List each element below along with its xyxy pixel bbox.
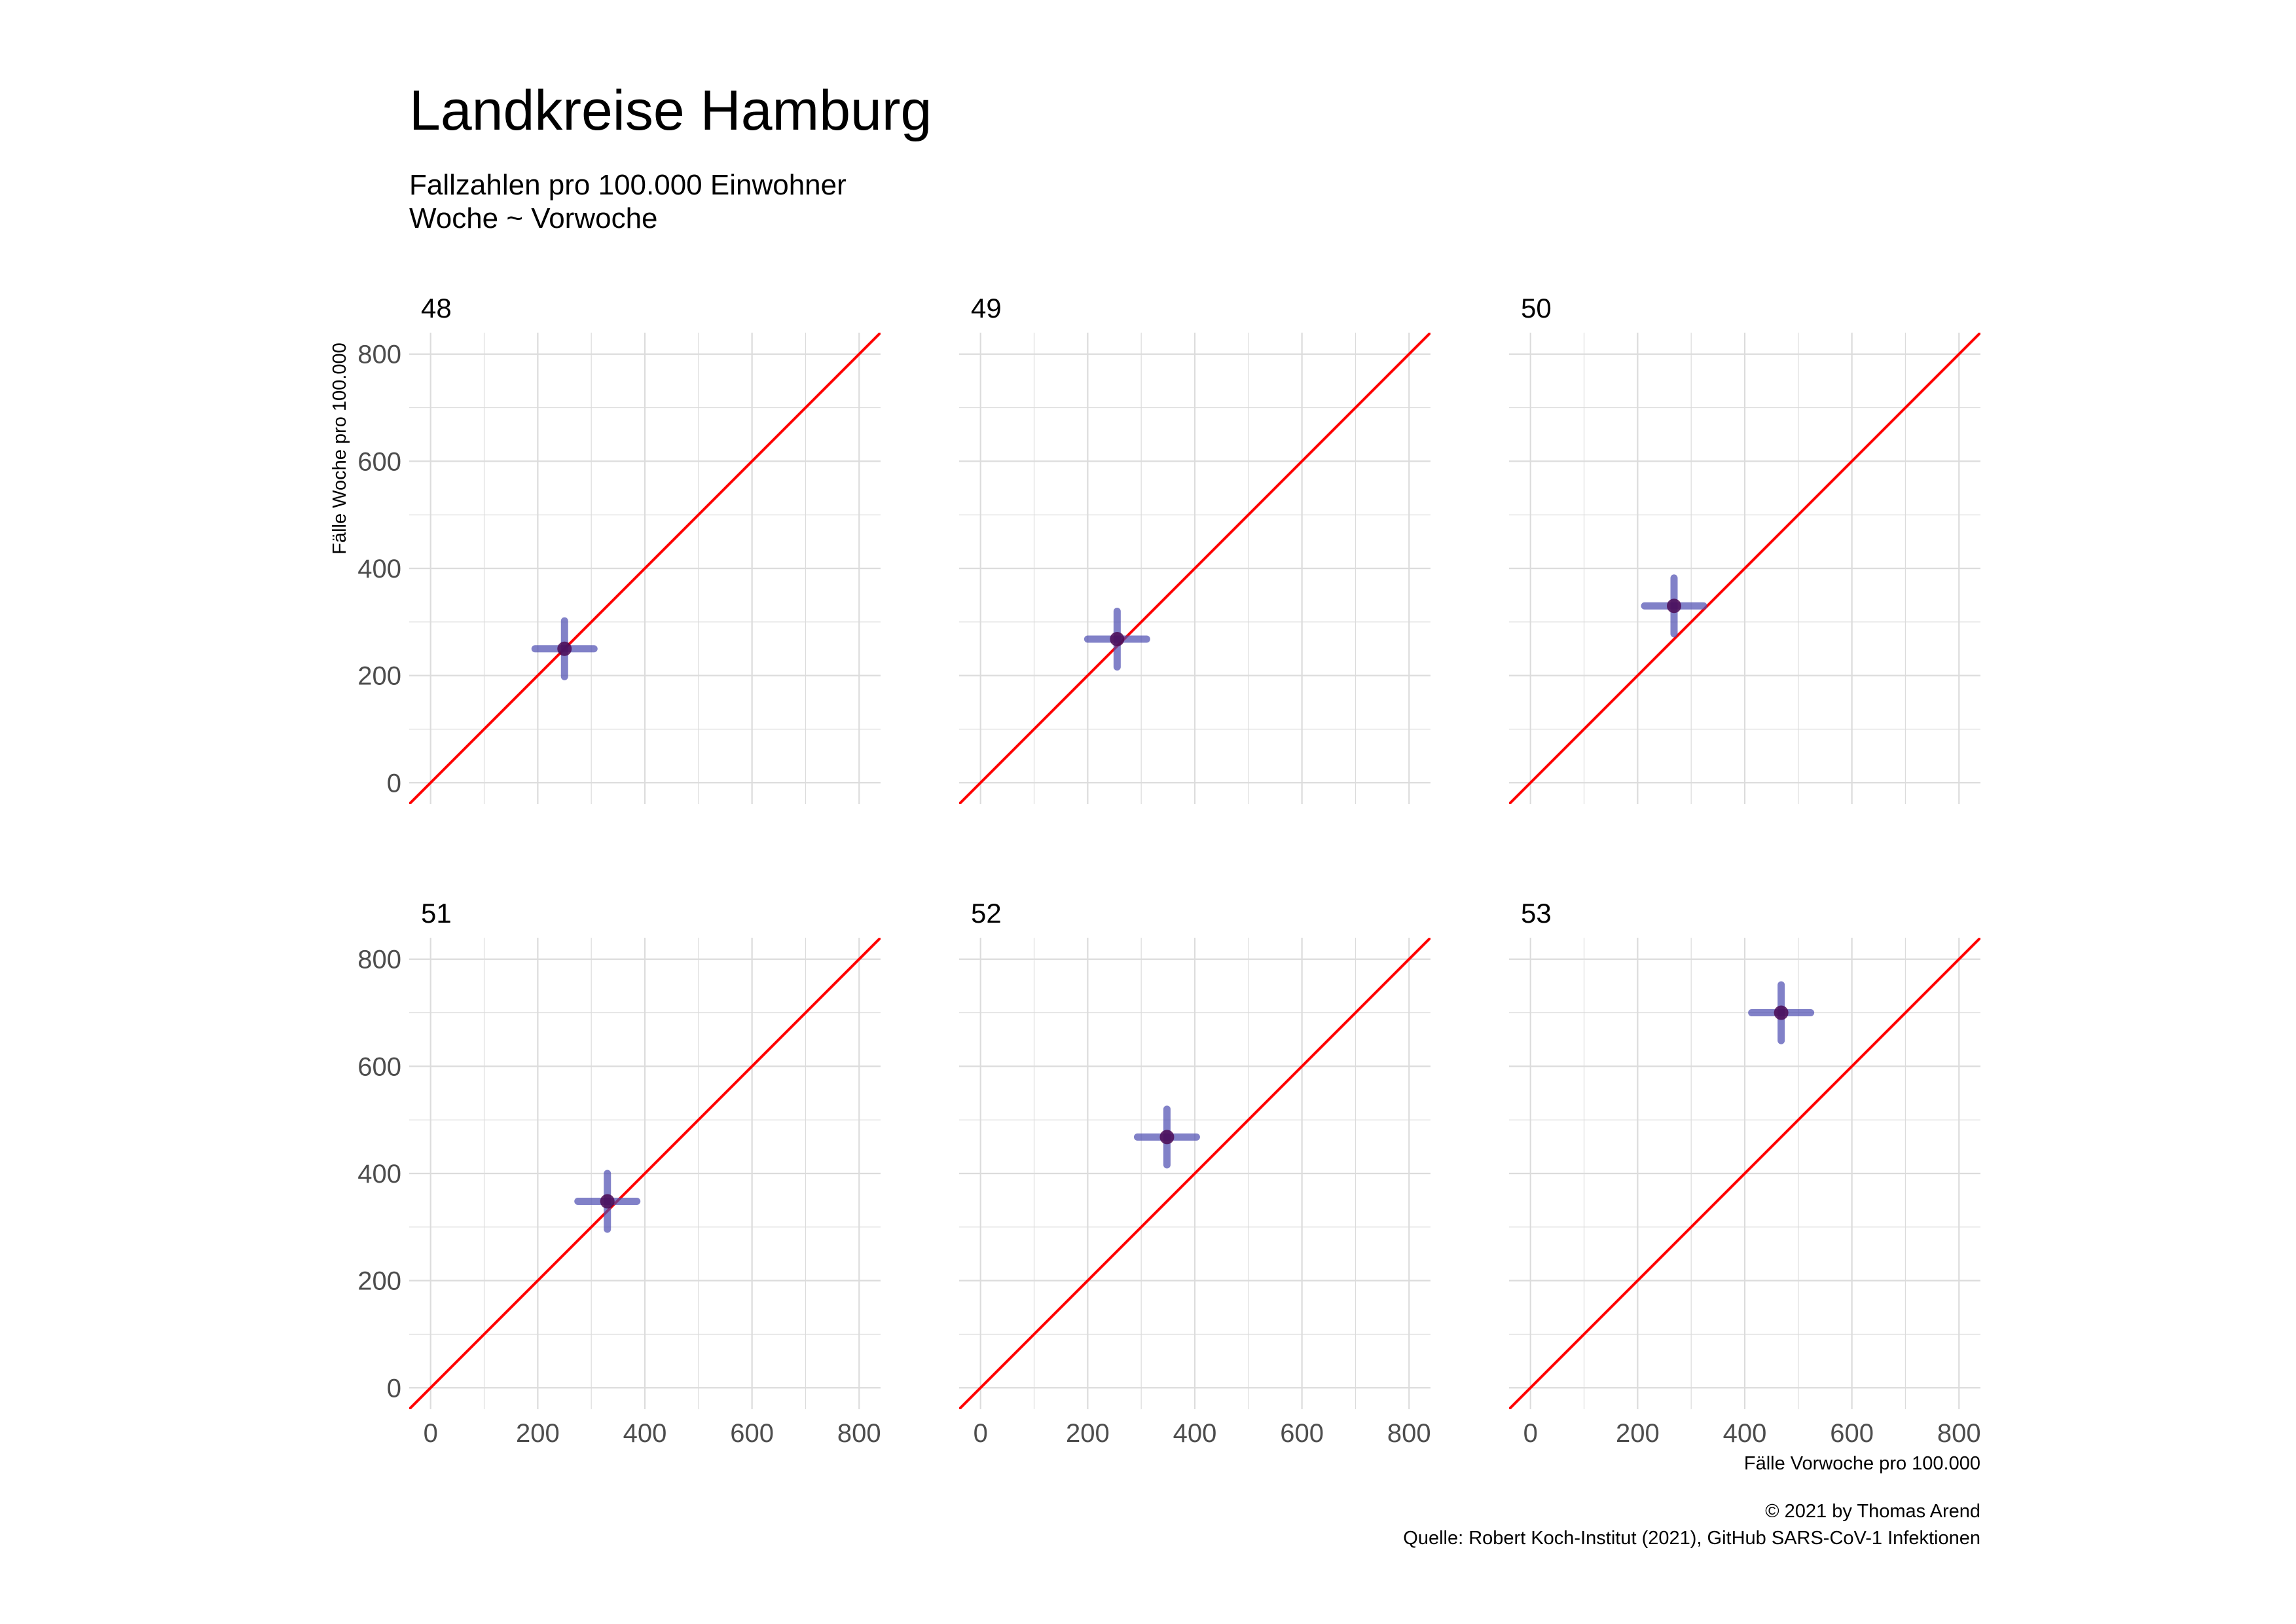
- facet-panel: 49: [959, 293, 1430, 804]
- x-tick-label: 0: [1523, 1419, 1538, 1448]
- reference-line: [959, 938, 1430, 1409]
- x-tick-label: 0: [424, 1419, 438, 1448]
- data-point: [1774, 1005, 1789, 1020]
- facet-label: 51: [421, 898, 452, 929]
- x-tick-label: 400: [623, 1419, 667, 1448]
- reference-line: [409, 938, 881, 1409]
- reference-line: [1509, 938, 1980, 1409]
- y-tick-label: 200: [357, 1267, 401, 1296]
- x-tick-label: 800: [1937, 1419, 1981, 1448]
- data-point: [600, 1194, 615, 1209]
- y-tick-label: 0: [387, 769, 401, 798]
- y-tick-label: 200: [357, 662, 401, 691]
- x-tick-label: 200: [1616, 1419, 1660, 1448]
- x-tick-label: 800: [1387, 1419, 1431, 1448]
- data-point: [557, 641, 572, 656]
- facet-panel: 52 0 200 400 600 800: [959, 898, 1431, 1448]
- caption-line-1: © 2021 by Thomas Arend: [1765, 1501, 1980, 1522]
- x-tick-label: 600: [1830, 1419, 1874, 1448]
- x-tick-label: 200: [1066, 1419, 1110, 1448]
- reference-line: [1509, 333, 1980, 804]
- y-tick-label: 800: [357, 341, 401, 369]
- x-tick-label: 400: [1173, 1419, 1217, 1448]
- facet-panel: 53 0 200 400 600 800: [1509, 898, 1981, 1448]
- caption-line-2: Quelle: Robert Koch-Institut (2021), Git…: [1403, 1528, 1980, 1549]
- y-tick-label: 400: [357, 555, 401, 583]
- x-tick-label: 400: [1723, 1419, 1767, 1448]
- y-tick-label: 600: [357, 1052, 401, 1081]
- facet-label: 48: [421, 293, 452, 323]
- y-tick-label: 0: [387, 1374, 401, 1403]
- facet-label: 53: [1521, 898, 1552, 929]
- x-tick-label: 800: [837, 1419, 881, 1448]
- chart-subtitle-line-1: Fallzahlen pro 100.000 Einwohner: [409, 169, 847, 201]
- facet-panel: 50: [1509, 293, 1980, 804]
- x-tick-label: 600: [1280, 1419, 1324, 1448]
- facet-panel: 51 0 200 400 600 800 0 200 400 600 800: [357, 898, 881, 1448]
- facet-panel: 48 0 200 400 600 800: [357, 293, 881, 804]
- facet-label: 52: [971, 898, 1002, 929]
- facet-label: 50: [1521, 293, 1552, 323]
- x-tick-label: 0: [974, 1419, 988, 1448]
- reference-line: [959, 333, 1430, 804]
- y-tick-label: 600: [357, 447, 401, 476]
- x-tick-label: 600: [730, 1419, 774, 1448]
- y-tick-label: 800: [357, 946, 401, 974]
- data-point: [1667, 599, 1681, 614]
- data-point: [1110, 632, 1125, 646]
- x-tick-label: 200: [516, 1419, 560, 1448]
- x-axis-label: Fälle Vorwoche pro 100.000: [1744, 1453, 1980, 1474]
- reference-line: [409, 333, 881, 804]
- chart-title: Landkreise Hamburg: [409, 79, 932, 142]
- facet-panels: 48 0 200 400 600 800 49 50 51 0 200 400 600 800 0 200 40…: [357, 293, 1980, 1448]
- y-axis-label: Fälle Woche pro 100.000: [329, 342, 350, 555]
- data-point: [1159, 1130, 1175, 1145]
- facet-label: 49: [971, 293, 1002, 323]
- chart-subtitle-line-2: Woche ~ Vorwoche: [409, 202, 658, 234]
- y-tick-label: 400: [357, 1160, 401, 1189]
